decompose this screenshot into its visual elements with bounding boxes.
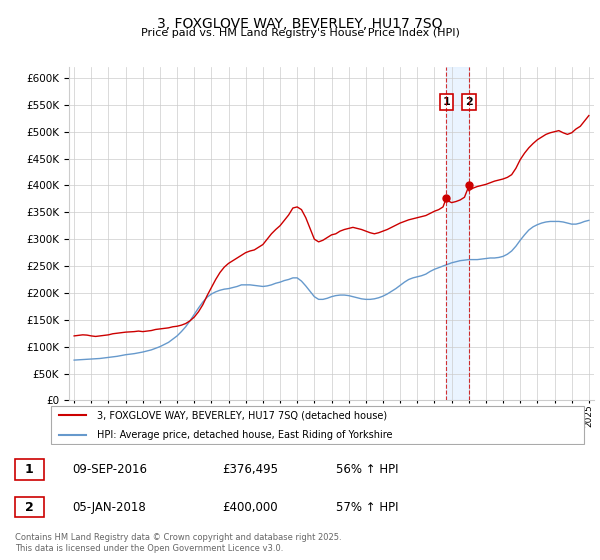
Text: 1: 1 (25, 463, 34, 476)
Text: 05-JAN-2018: 05-JAN-2018 (72, 501, 146, 514)
FancyBboxPatch shape (15, 459, 44, 480)
Text: HPI: Average price, detached house, East Riding of Yorkshire: HPI: Average price, detached house, East… (97, 430, 392, 440)
Text: Price paid vs. HM Land Registry's House Price Index (HPI): Price paid vs. HM Land Registry's House … (140, 28, 460, 38)
Text: 3, FOXGLOVE WAY, BEVERLEY, HU17 7SQ: 3, FOXGLOVE WAY, BEVERLEY, HU17 7SQ (157, 17, 443, 31)
Text: 56% ↑ HPI: 56% ↑ HPI (336, 463, 398, 476)
Text: 57% ↑ HPI: 57% ↑ HPI (336, 501, 398, 514)
Text: Contains HM Land Registry data © Crown copyright and database right 2025.
This d: Contains HM Land Registry data © Crown c… (15, 533, 341, 553)
Text: £400,000: £400,000 (222, 501, 278, 514)
Text: 2: 2 (465, 97, 473, 107)
Text: £376,495: £376,495 (222, 463, 278, 476)
Text: 09-SEP-2016: 09-SEP-2016 (72, 463, 147, 476)
FancyBboxPatch shape (50, 406, 584, 444)
Bar (446, 67, 469, 400)
Text: 3, FOXGLOVE WAY, BEVERLEY, HU17 7SQ (detached house): 3, FOXGLOVE WAY, BEVERLEY, HU17 7SQ (det… (97, 410, 387, 421)
FancyBboxPatch shape (15, 497, 44, 517)
Text: 1: 1 (442, 97, 450, 107)
Text: 2: 2 (25, 501, 34, 514)
